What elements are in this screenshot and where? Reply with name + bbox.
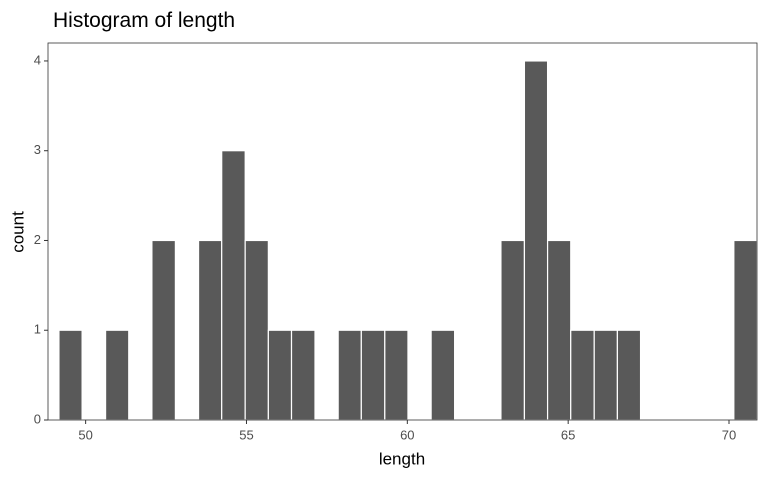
bar — [221, 150, 246, 421]
chart-title: Histogram of length — [53, 9, 235, 32]
bar — [593, 329, 618, 421]
bar — [570, 329, 595, 421]
y-tick-label: 3 — [34, 142, 41, 157]
y-tick-label: 2 — [34, 232, 41, 247]
bar — [360, 329, 386, 421]
y-tick-label: 4 — [34, 52, 41, 67]
bar — [523, 60, 549, 421]
bar — [430, 329, 456, 421]
x-tick-label: 70 — [722, 427, 736, 442]
bar — [267, 329, 293, 421]
bar — [500, 239, 526, 421]
bar — [58, 329, 83, 421]
y-tick-label: 0 — [34, 411, 41, 426]
x-tick-label: 65 — [561, 427, 575, 442]
bar — [151, 239, 176, 421]
x-axis-title: length — [379, 449, 425, 468]
bar — [290, 329, 316, 421]
bar — [616, 329, 642, 421]
bar — [337, 329, 362, 421]
bar — [384, 329, 409, 421]
panel-border — [47, 42, 758, 421]
x-tick-label: 60 — [400, 427, 414, 442]
y-tick-label: 1 — [34, 322, 41, 337]
bar — [733, 239, 758, 421]
bar — [197, 239, 223, 421]
y-axis-title: count — [8, 211, 27, 253]
bar — [546, 239, 572, 421]
bar — [244, 239, 269, 421]
x-tick-label: 55 — [239, 427, 253, 442]
bar — [104, 329, 130, 421]
x-tick-label: 50 — [78, 427, 92, 442]
